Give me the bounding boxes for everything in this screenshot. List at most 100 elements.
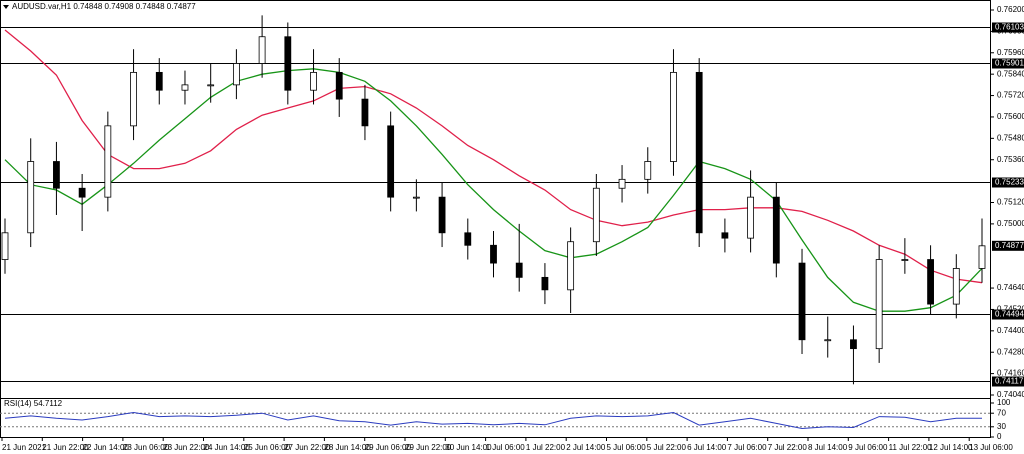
x-tick-label: 8 Jul 14:00 [808,443,848,452]
level-tag [992,309,1024,320]
candle-body [490,244,497,264]
x-tick-label: 5 Jul 22:00 [647,443,687,452]
level-label: 0.75901 [995,59,1024,68]
x-tick-label: 24 Jun 14:00 [204,443,251,452]
x-tick-label: 29 Jun 22:00 [405,443,452,452]
x-tick-label: 22 Jun 14:00 [83,443,130,452]
candle-body [798,262,806,341]
y-tick-label: 70 [997,408,1006,417]
candle-body [284,36,292,91]
y-tick-label: 0.75000 [997,219,1024,228]
level-label: 0.76103 [995,23,1024,32]
y-tick-label: 0.75600 [997,112,1024,121]
candle-body [901,259,909,261]
x-tick-label: 9 Jul 06:00 [848,443,888,452]
y-tick-label: 0.74160 [997,369,1024,378]
candle-body [438,196,446,234]
candle-body [310,71,317,91]
candle-body [515,262,523,278]
menu-arrow [3,5,9,9]
candle-body [978,245,986,269]
y-tick-label: 0.74280 [997,347,1024,356]
y-tick-label: 0 [997,432,1002,441]
moving-average [4,68,983,312]
candle-body [772,196,780,264]
candle-body [670,71,677,162]
level-tag [992,58,1024,69]
candle-body [104,125,112,198]
x-tick-label: 21 Jun 22:00 [42,443,89,452]
y-tick-label: 0.75840 [997,69,1024,78]
y-tick-label: 30 [997,422,1006,431]
candle-body [181,84,189,91]
y-tick-label: 0.74400 [997,326,1024,335]
y-tick-label: 0.75360 [997,155,1024,164]
level-tag [992,376,1024,387]
candle-body [541,276,549,291]
level-tag [992,22,1024,33]
level-tag [992,177,1024,188]
x-tick-label: 5 Jul 06:00 [607,443,647,452]
candle-body [258,36,266,64]
x-tick-label: 29 Jun 06:00 [365,443,412,452]
candle-body [644,161,652,180]
plot-frame [0,0,991,438]
y-tick-label: 0.76200 [997,5,1024,14]
candle-body [27,161,35,234]
x-tick-label: 27 Jun 22:00 [284,443,331,452]
x-tick-label: 1 Jul 22:00 [526,443,566,452]
x-tick-label: 7 Jul 22:00 [768,443,808,452]
level-label: 0.75233 [995,178,1024,187]
x-tick-label: 28 Jun 14:00 [324,443,371,452]
candle-body [952,268,960,305]
candle-body [387,125,395,198]
candle-body [1,232,9,260]
x-tick-label: 12 Jul 14:00 [929,443,973,452]
candle-body [53,161,60,189]
y-tick-label: 0.74520 [997,305,1024,314]
y-tick-label: 0.75720 [997,91,1024,100]
y-tick-label: 0.74040 [997,390,1024,399]
candle-body [335,71,343,100]
candle-body [927,259,934,305]
candle-body [207,84,215,87]
candle-body [618,178,626,189]
price-tag [992,240,1024,251]
x-tick-label: 6 Jul 14:00 [687,443,727,452]
candle-body [464,232,472,246]
candle-body [155,71,163,91]
x-tick-label: 25 Jun 06:00 [244,443,291,452]
x-tick-label: 30 Jun 14:00 [445,443,492,452]
rsi-line [4,411,982,430]
x-tick-label: 2 Jul 14:00 [566,443,606,452]
x-tick-label: 11 Jul 22:00 [889,443,933,452]
x-tick-label: 13 Jul 06:00 [969,443,1013,452]
x-tick-label: 23 Jun 22:00 [163,443,210,452]
x-tick-label: 7 Jul 06:00 [727,443,767,452]
candle-body [592,187,600,243]
y-tick-label: 0.75960 [997,48,1024,57]
price-label: 0.74877 [995,241,1024,250]
x-tick-label: 23 Jun 06:00 [123,443,170,452]
candle-body [721,232,729,239]
rsi-title: RSI(14) 54.7112 [4,399,63,408]
x-tick-label: 1 Jul 06:00 [486,443,526,452]
candle-body [361,98,369,127]
y-tick-label: 0.74640 [997,283,1024,292]
y-tick-label: 0.75120 [997,198,1024,207]
chart-title: AUDUSD.var,H1 0.74848 0.74908 0.74848 0.… [12,2,196,11]
level-label: 0.74117 [995,377,1024,386]
candle-body [824,339,832,342]
x-tick-label: 21 Jun 2021 [2,443,47,452]
candle-body [747,196,755,239]
candle-body [412,196,420,199]
candle-body [850,339,857,350]
moving-average [4,29,983,284]
candle-body [875,259,883,350]
candle-body [567,241,575,291]
candle-body [78,187,86,198]
level-label: 0.74494 [995,310,1024,319]
candle-body [695,71,703,234]
candle-body [130,71,137,127]
